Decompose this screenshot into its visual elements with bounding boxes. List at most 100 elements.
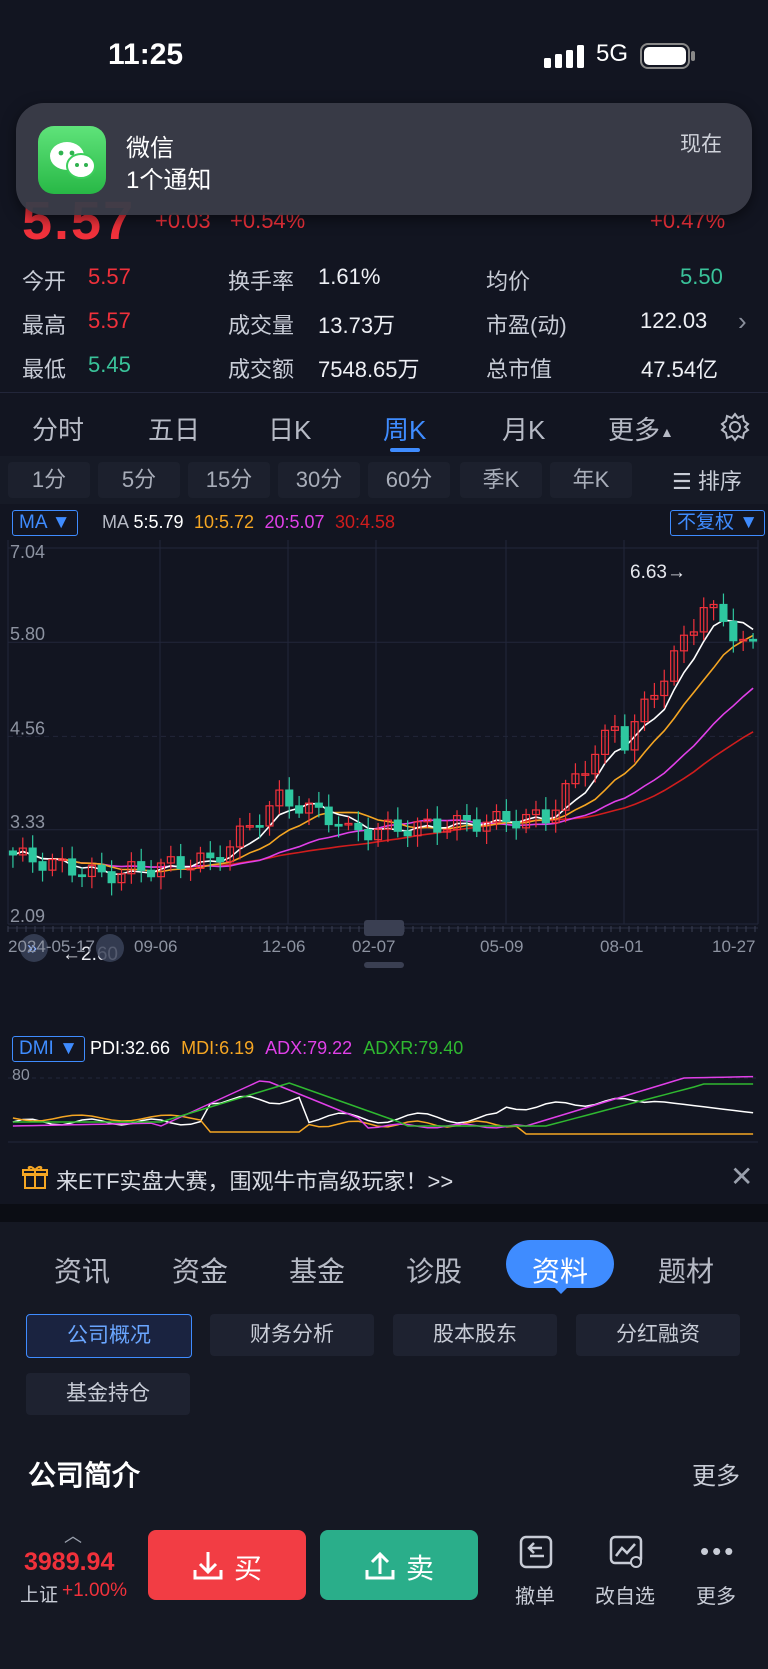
- chip-fund-holdings[interactable]: 基金持仓: [26, 1373, 190, 1415]
- candle: [689, 631, 698, 636]
- high-value: 5.57: [88, 308, 131, 333]
- candle: [334, 823, 343, 827]
- sell-label: 卖: [406, 1553, 435, 1584]
- content-tab-pointer: [553, 1286, 569, 1294]
- more-link[interactable]: 更多: [692, 1463, 740, 1490]
- open-value: 5.57: [88, 264, 131, 289]
- tab-five-day[interactable]: 五日: [148, 415, 201, 445]
- wechat-icon: [38, 126, 106, 194]
- candle: [304, 802, 314, 814]
- market-cap-value: 47.54亿: [641, 357, 719, 382]
- content-panel: [0, 1222, 768, 1522]
- kline-chart[interactable]: 7.045.804.563.332.096.63→←2.60»2024-05-1…: [0, 538, 768, 988]
- candle: [443, 829, 452, 833]
- y-axis-label: 5.80: [10, 624, 45, 644]
- gear-icon[interactable]: [720, 412, 750, 442]
- period-30min[interactable]: 30分: [278, 462, 360, 498]
- y-axis-label: 7.04: [10, 542, 45, 562]
- more-label[interactable]: 更多: [696, 1586, 736, 1608]
- candle: [137, 861, 146, 871]
- period-5min[interactable]: 5分: [98, 462, 180, 498]
- candle: [383, 819, 392, 830]
- buy-button[interactable]: 买: [148, 1530, 306, 1600]
- period-quarter[interactable]: 季K: [460, 462, 542, 498]
- high-label: 最高: [22, 313, 67, 338]
- period-1min[interactable]: 1分: [8, 462, 90, 498]
- turnover-rate-label: 换手率: [228, 269, 295, 294]
- chevron-right-icon[interactable]: ›: [738, 306, 747, 336]
- ma-legend: MA 5:5.79 10:5.72 20:5.07 30:4.58: [102, 512, 395, 533]
- cancel-order-icon[interactable]: [518, 1534, 554, 1570]
- content-tab-active-bg: [506, 1240, 614, 1288]
- notification-time: 现在: [680, 133, 722, 156]
- period-year[interactable]: 年K: [550, 462, 632, 498]
- candle: [719, 603, 728, 622]
- indicator-label: MA: [19, 512, 47, 533]
- watchlist-icon[interactable]: [608, 1534, 644, 1570]
- sell-button[interactable]: 卖: [320, 1530, 478, 1600]
- candle: [571, 773, 580, 785]
- chart-scroll-handle: [364, 920, 404, 936]
- x-axis-label: 02-07: [352, 937, 395, 956]
- dmi-chart[interactable]: 80: [0, 1038, 768, 1146]
- candle: [196, 852, 205, 869]
- candle: [107, 871, 116, 884]
- candle: [640, 698, 649, 723]
- tab-intraday[interactable]: 分时: [32, 415, 85, 445]
- chip-financial-analysis[interactable]: 财务分析: [210, 1314, 374, 1356]
- index-value[interactable]: 3989.94: [24, 1548, 115, 1576]
- content-tab-diagnosis[interactable]: 诊股: [406, 1256, 463, 1287]
- chip-shareholders[interactable]: 股本股东: [393, 1314, 557, 1356]
- candle: [245, 825, 254, 828]
- more-dots-icon[interactable]: •••: [700, 1536, 737, 1566]
- candle: [275, 789, 284, 807]
- tab-more[interactable]: 更多▲: [608, 410, 674, 447]
- content-tab-fund[interactable]: 基金: [289, 1256, 346, 1287]
- indicator-select[interactable]: MA ▼: [12, 510, 78, 536]
- promo-text[interactable]: 来ETF实盘大赛，围观牛市高级玩家！>>: [56, 1169, 454, 1194]
- adjust-select[interactable]: 不复权 ▼: [670, 510, 766, 536]
- sort-button[interactable]: ☰ 排序: [672, 464, 742, 496]
- candle: [127, 861, 136, 875]
- period-60min[interactable]: 60分: [368, 462, 450, 498]
- expand-icon: [20, 934, 48, 962]
- close-icon[interactable]: ✕: [730, 1161, 754, 1192]
- candle: [225, 846, 235, 863]
- candle: [117, 873, 126, 884]
- chip-dividends[interactable]: 分红融资: [576, 1314, 740, 1356]
- candle: [186, 867, 195, 871]
- candle: [68, 858, 77, 876]
- cancel-order-label[interactable]: 撤单: [515, 1586, 555, 1608]
- adx-line: [12, 1075, 754, 1129]
- notification-banner[interactable]: [16, 103, 752, 215]
- watchlist-label[interactable]: 改自选: [595, 1586, 655, 1608]
- chip-company-overview[interactable]: 公司概况: [26, 1314, 192, 1358]
- pe-value[interactable]: 122.03: [640, 308, 708, 333]
- pe-label[interactable]: 市盈(动): [486, 313, 567, 338]
- low-label: 最低: [22, 357, 67, 382]
- candle: [423, 818, 432, 823]
- tab-daily-k[interactable]: 日K: [268, 415, 312, 445]
- content-tab-news[interactable]: 资讯: [54, 1256, 111, 1287]
- candle: [413, 821, 422, 837]
- candle: [176, 856, 185, 870]
- volume-label: 成交量: [228, 313, 295, 338]
- candle: [354, 822, 363, 831]
- dmi-select[interactable]: DMI ▼: [12, 1036, 85, 1062]
- content-tab-topics[interactable]: 题材: [658, 1256, 715, 1287]
- candle: [206, 852, 215, 859]
- x-axis-label: 05-09: [480, 937, 523, 956]
- candle: [156, 862, 166, 878]
- period-15min[interactable]: 15分: [188, 462, 270, 498]
- tab-weekly-k[interactable]: 周K: [383, 415, 427, 445]
- candle: [48, 858, 57, 871]
- content-tab-profile[interactable]: 资料: [532, 1256, 589, 1287]
- tab-monthly-k[interactable]: 月K: [502, 415, 546, 445]
- candle: [670, 650, 679, 682]
- caret-up-icon[interactable]: ︿: [64, 1526, 82, 1546]
- dmi-axis-label: 80: [12, 1067, 30, 1084]
- pdi-value: PDI:32.66: [90, 1038, 171, 1058]
- x-axis-label: 12-06: [262, 937, 305, 956]
- candle: [314, 802, 323, 808]
- content-tab-funds-flow[interactable]: 资金: [172, 1256, 229, 1287]
